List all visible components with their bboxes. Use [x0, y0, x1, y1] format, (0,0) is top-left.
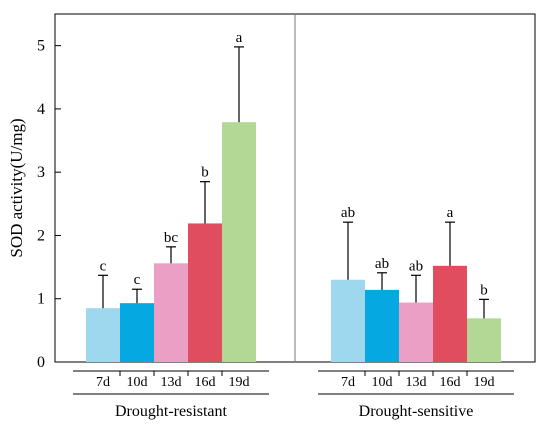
y-tick-label: 2 — [37, 227, 45, 244]
x-category-label: 7d — [341, 375, 355, 390]
x-category-label: 7d — [96, 375, 110, 390]
significance-letter: a — [236, 30, 243, 46]
x-category-label: 19d — [474, 375, 495, 390]
bar-10d — [365, 289, 399, 362]
y-tick-label: 3 — [37, 164, 45, 181]
x-category-label: 19d — [229, 375, 250, 390]
bars — [86, 122, 501, 362]
y-tick-label: 4 — [37, 101, 45, 118]
bar-13d — [154, 263, 188, 362]
significance-letter: c — [134, 272, 141, 288]
x-category-label: 16d — [195, 375, 216, 390]
significance-letter: ab — [375, 256, 389, 272]
bar-10d — [120, 303, 154, 362]
bar-16d — [188, 223, 222, 362]
bar-13d — [399, 302, 433, 362]
x-category-label: 13d — [161, 375, 182, 390]
x-category-label: 10d — [372, 375, 393, 390]
bar-7d — [86, 308, 120, 362]
x-category-label: 13d — [406, 375, 427, 390]
x-category-label: 10d — [127, 375, 148, 390]
significance-letter: bc — [164, 230, 179, 246]
group-label: Drought-sensitive — [359, 403, 474, 420]
y-tick-label: 0 — [37, 354, 45, 371]
bar-7d — [331, 279, 365, 362]
significance-letter: a — [447, 205, 454, 221]
y-axis-ticks: 0 1 2 3 4 5 — [37, 38, 61, 371]
y-tick-label: 1 — [37, 291, 45, 308]
bar-19d — [222, 122, 256, 362]
significance-letter: ab — [409, 258, 423, 274]
significance-letter: ab — [341, 205, 355, 221]
y-axis-title: SOD activity(U/mg) — [7, 118, 26, 257]
significance-letter: c — [100, 258, 107, 274]
error-bars — [98, 46, 489, 319]
y-tick-label: 5 — [37, 38, 45, 55]
bar-19d — [467, 318, 501, 362]
group-label: Drought-resistant — [115, 403, 228, 420]
significance-letter: b — [480, 282, 488, 298]
bar-16d — [433, 265, 467, 362]
x-category-label: 16d — [440, 375, 461, 390]
significance-letter: b — [201, 165, 209, 181]
